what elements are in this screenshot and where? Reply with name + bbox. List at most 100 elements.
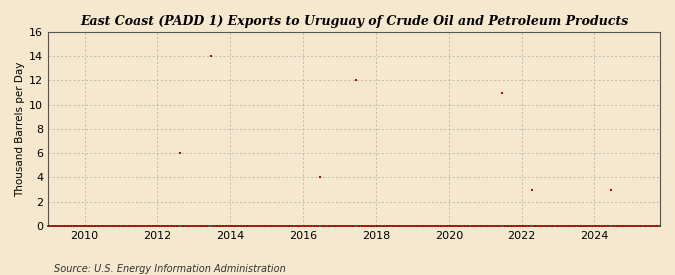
Point — [153, 224, 164, 228]
Point — [354, 224, 364, 228]
Point — [603, 224, 614, 228]
Point — [47, 224, 58, 228]
Point — [329, 224, 340, 228]
Point — [560, 224, 571, 228]
Point — [539, 224, 549, 228]
Point — [597, 224, 608, 228]
Point — [524, 224, 535, 228]
Point — [199, 224, 210, 228]
Point — [129, 224, 140, 228]
Point — [151, 224, 161, 228]
Point — [184, 224, 194, 228]
Point — [281, 224, 292, 228]
Point — [272, 224, 283, 228]
Point — [500, 224, 510, 228]
Point — [87, 224, 98, 228]
Point — [242, 224, 252, 228]
Point — [463, 224, 474, 228]
Point — [566, 224, 577, 228]
Point — [72, 224, 82, 228]
Point — [475, 224, 486, 228]
Point — [169, 224, 180, 228]
Point — [627, 224, 638, 228]
Point — [323, 224, 334, 228]
Point — [65, 224, 76, 228]
Point — [497, 90, 508, 95]
Point — [406, 224, 416, 228]
Point — [585, 224, 595, 228]
Point — [342, 224, 352, 228]
Point — [396, 224, 407, 228]
Point — [491, 224, 502, 228]
Point — [141, 224, 152, 228]
Point — [254, 224, 265, 228]
Point — [436, 224, 447, 228]
Point — [506, 224, 516, 228]
Point — [520, 224, 531, 228]
Point — [220, 224, 231, 228]
Point — [178, 224, 188, 228]
Point — [533, 224, 543, 228]
Point — [518, 224, 529, 228]
Point — [287, 224, 298, 228]
Point — [51, 224, 61, 228]
Point — [424, 224, 435, 228]
Point — [260, 224, 271, 228]
Point — [442, 224, 453, 228]
Point — [503, 224, 514, 228]
Point — [587, 224, 598, 228]
Point — [263, 224, 273, 228]
Point — [63, 224, 74, 228]
Point — [612, 224, 622, 228]
Point — [84, 224, 95, 228]
Point — [250, 224, 261, 228]
Point — [390, 224, 401, 228]
Point — [117, 224, 128, 228]
Point — [193, 224, 204, 228]
Point — [472, 224, 483, 228]
Point — [81, 224, 92, 228]
Point — [108, 224, 119, 228]
Point — [615, 224, 626, 228]
Point — [445, 224, 456, 228]
Point — [296, 224, 307, 228]
Point — [639, 224, 650, 228]
Point — [569, 224, 580, 228]
Point — [581, 224, 592, 228]
Point — [481, 224, 492, 228]
Point — [408, 224, 419, 228]
Point — [126, 224, 137, 228]
Point — [230, 224, 240, 228]
Point — [599, 224, 610, 228]
Point — [454, 224, 465, 228]
Point — [548, 224, 559, 228]
Point — [551, 224, 562, 228]
Point — [278, 224, 289, 228]
Point — [384, 224, 395, 228]
Point — [402, 224, 413, 228]
Point — [102, 224, 113, 228]
Point — [348, 224, 358, 228]
Point — [485, 224, 495, 228]
Point — [366, 224, 377, 228]
Point — [90, 224, 101, 228]
Point — [451, 224, 462, 228]
Point — [317, 224, 328, 228]
Point — [427, 224, 437, 228]
Title: East Coast (PADD 1) Exports to Uruguay of Crude Oil and Petroleum Products: East Coast (PADD 1) Exports to Uruguay o… — [80, 15, 628, 28]
Point — [418, 224, 429, 228]
Point — [123, 224, 134, 228]
Point — [171, 224, 182, 228]
Point — [190, 224, 200, 228]
Point — [157, 224, 167, 228]
Point — [217, 224, 228, 228]
Point — [114, 224, 125, 228]
Point — [563, 224, 574, 228]
Point — [645, 224, 656, 228]
Point — [363, 224, 374, 228]
Point — [236, 224, 246, 228]
Point — [269, 224, 279, 228]
Point — [421, 224, 431, 228]
Point — [526, 187, 537, 192]
Point — [244, 224, 255, 228]
